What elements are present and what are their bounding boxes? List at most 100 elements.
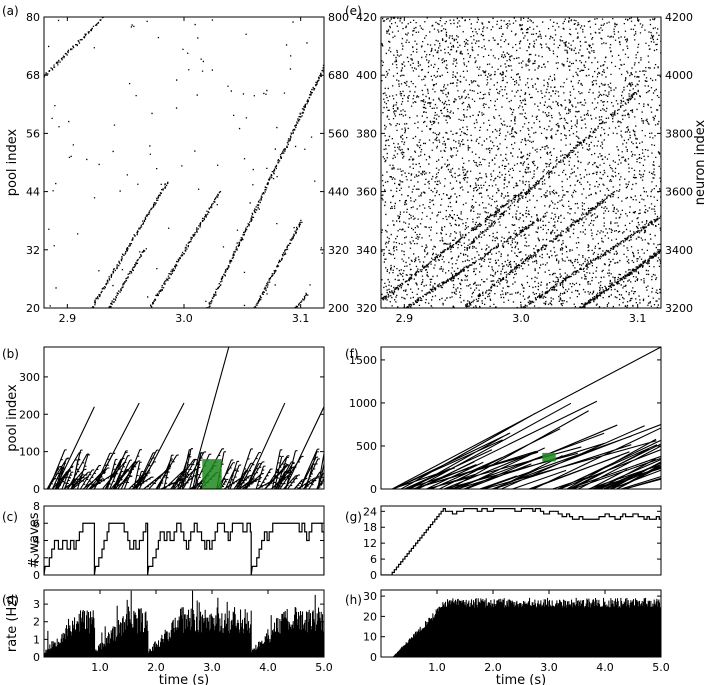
axes-frame bbox=[380, 505, 662, 576]
axes-frame bbox=[43, 16, 325, 309]
y-tick-label: 0 bbox=[370, 569, 377, 582]
y-axis-label: rate (Hz) bbox=[5, 595, 20, 652]
panel-label: (b) bbox=[2, 347, 19, 361]
axes-frame bbox=[43, 346, 325, 490]
right-y-tick-label: 4200 bbox=[665, 11, 693, 24]
axes-frame bbox=[43, 505, 325, 576]
panel-label: (a) bbox=[2, 4, 19, 18]
y-tick-label: 32 bbox=[26, 244, 40, 257]
y-tick-label: 3 bbox=[33, 598, 40, 611]
panel-e: 320 340 360 380 400 420 3200 3400 3600 3800 4000 42… bbox=[345, 4, 708, 325]
y-tick-label: 4 bbox=[33, 535, 40, 548]
panel-label: (d) bbox=[2, 593, 19, 607]
plot-area bbox=[381, 17, 661, 308]
step-line bbox=[381, 508, 661, 575]
x-tick-label: 3.1 bbox=[292, 312, 310, 325]
y-tick-label: 20 bbox=[363, 610, 377, 623]
x-tick-label: 4.0 bbox=[259, 661, 277, 674]
right-y-tick-label: 3400 bbox=[665, 244, 693, 257]
panel-f: 0 500 1000 1500(f) bbox=[345, 346, 662, 496]
y-tick-label: 80 bbox=[26, 11, 40, 24]
y-tick-label: 360 bbox=[356, 186, 377, 199]
y-tick-label: 2 bbox=[33, 552, 40, 565]
panel-label: (h) bbox=[345, 593, 362, 607]
right-y-tick-label: 200 bbox=[328, 302, 349, 315]
x-tick-label: 1.0 bbox=[91, 661, 109, 674]
y-tick-label: 24 bbox=[363, 505, 377, 518]
y-axis-label: pool index bbox=[5, 384, 20, 452]
y-tick-label: 1500 bbox=[349, 354, 377, 367]
x-tick-label: 3.0 bbox=[203, 661, 221, 674]
step-line bbox=[44, 522, 324, 575]
y-tick-label: 0 bbox=[370, 483, 377, 496]
y-tick-label: 400 bbox=[356, 69, 377, 82]
y-tick-label: 18 bbox=[363, 521, 377, 534]
y-tick-label: 1 bbox=[33, 633, 40, 646]
panel-label: (c) bbox=[2, 510, 18, 524]
highlight-box bbox=[202, 459, 222, 489]
y-tick-label: 0 bbox=[33, 651, 40, 664]
x-tick-label: 1.0 bbox=[428, 661, 446, 674]
y-tick-label: 2 bbox=[33, 616, 40, 629]
right-y-tick-label: 3200 bbox=[665, 302, 693, 315]
rate-bars bbox=[44, 590, 324, 657]
rate-bars bbox=[392, 597, 661, 657]
y-tick-label: 340 bbox=[356, 244, 377, 257]
y-tick-label: 6 bbox=[33, 517, 40, 530]
y-tick-label: 6 bbox=[370, 553, 377, 566]
plot-area bbox=[46, 347, 324, 489]
wave-lines bbox=[46, 347, 324, 489]
plot-area bbox=[392, 597, 661, 657]
y-tick-label: 100 bbox=[19, 446, 40, 459]
right-y-tick-label: 800 bbox=[328, 11, 349, 24]
panel-c: 0 2 4 6 8# waves (c) bbox=[2, 500, 325, 582]
y-tick-label: 380 bbox=[356, 127, 377, 140]
right-y-tick-label: 680 bbox=[328, 69, 349, 82]
x-tick-label: 3.0 bbox=[512, 312, 530, 325]
right-y-tick-label: 3600 bbox=[665, 186, 693, 199]
panel-g: 0 6 12 18 24(g) bbox=[345, 505, 662, 582]
plot-area bbox=[44, 17, 324, 308]
axes-frame bbox=[380, 346, 662, 490]
right-y-axis-label: neuron index bbox=[693, 119, 708, 205]
x-tick-label: 2.0 bbox=[147, 661, 165, 674]
y-tick-label: 68 bbox=[26, 69, 40, 82]
plot-area bbox=[44, 522, 324, 575]
panel-label: (e) bbox=[345, 4, 362, 18]
panel-label: (g) bbox=[345, 510, 362, 524]
y-tick-label: 0 bbox=[33, 483, 40, 496]
y-axis-label: # waves bbox=[27, 512, 42, 568]
x-tick-label: 2.9 bbox=[59, 312, 77, 325]
panel-a: 20 32 44 56 68 80 200 320 440 560 680 800 2.9 3.0 3.1 p… bbox=[2, 4, 349, 325]
axes-frame bbox=[43, 589, 325, 658]
y-tick-label: 300 bbox=[19, 371, 40, 384]
axes-frame bbox=[380, 589, 662, 658]
y-tick-label: 0 bbox=[33, 569, 40, 582]
panel-label: (f) bbox=[345, 347, 359, 361]
spike-dots bbox=[44, 17, 324, 308]
right-y-tick-label: 320 bbox=[328, 244, 349, 257]
x-tick-label: 2.9 bbox=[396, 312, 414, 325]
plot-area bbox=[381, 508, 661, 575]
y-tick-label: 30 bbox=[363, 590, 377, 603]
y-tick-label: 8 bbox=[33, 500, 40, 513]
x-tick-label: 5.0 bbox=[315, 661, 333, 674]
x-tick-label: 5.0 bbox=[652, 661, 670, 674]
y-tick-label: 320 bbox=[356, 302, 377, 315]
x-tick-label: 3.1 bbox=[629, 312, 647, 325]
right-y-tick-label: 440 bbox=[328, 186, 349, 199]
y-tick-label: 56 bbox=[26, 127, 40, 140]
highlight-box bbox=[542, 452, 556, 462]
x-axis-label: time (s) bbox=[496, 673, 546, 685]
y-tick-label: 420 bbox=[356, 11, 377, 24]
axes-frame bbox=[380, 16, 662, 309]
y-tick-label: 1000 bbox=[349, 397, 377, 410]
x-tick-label: 2.0 bbox=[484, 661, 502, 674]
panel-d: 0 1 2 3 1.0 2.0 3.0 4.0 5.0 rate (Hz) time (s) (d) bbox=[2, 589, 333, 685]
x-tick-label: 4.0 bbox=[596, 661, 614, 674]
y-tick-label: 0 bbox=[370, 651, 377, 664]
plot-area bbox=[391, 347, 661, 489]
y-tick-label: 12 bbox=[363, 537, 377, 550]
